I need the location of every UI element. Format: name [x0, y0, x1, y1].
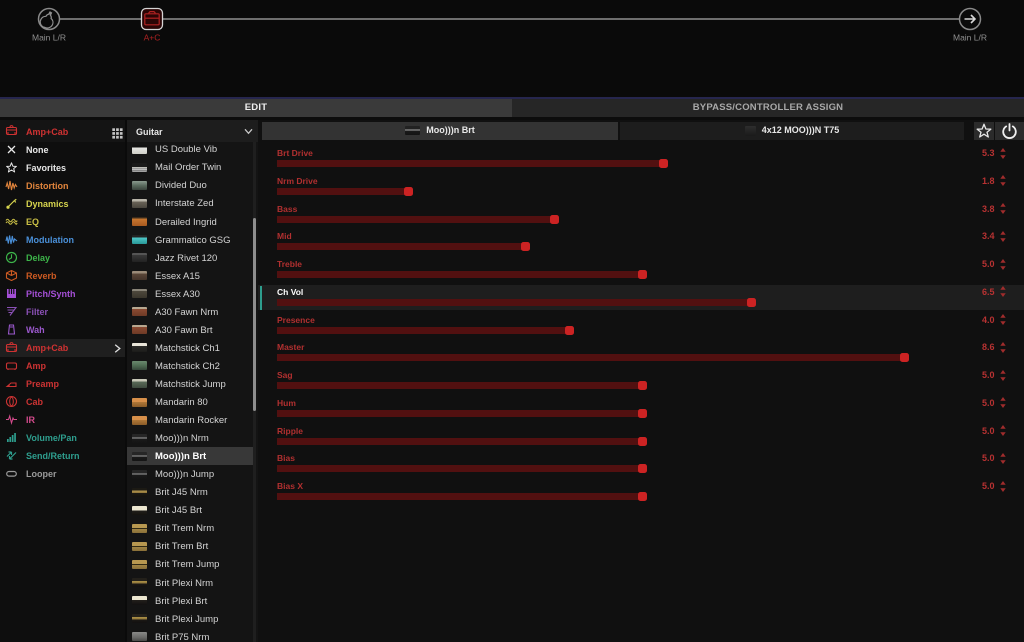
svg-text:Main L/R: Main L/R — [32, 33, 66, 43]
svg-text:Main L/R: Main L/R — [953, 33, 987, 43]
svg-text:A+C: A+C — [144, 33, 161, 43]
